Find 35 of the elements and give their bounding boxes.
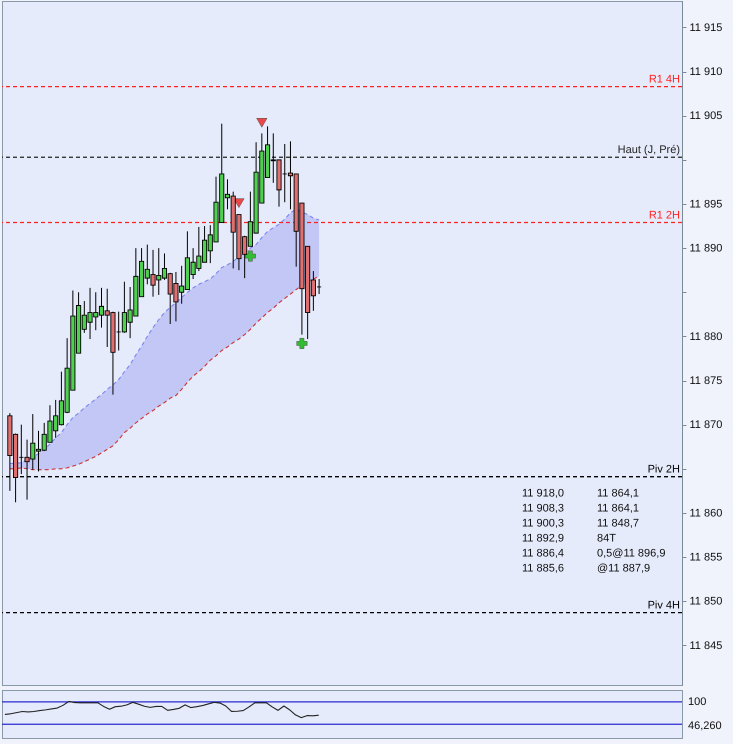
annotation: 11 886,4 bbox=[522, 547, 564, 560]
y-tick-label: 11 870 bbox=[690, 419, 722, 432]
annotation: 11 908,3 bbox=[522, 502, 564, 514]
annotation: 11 848,7 bbox=[597, 517, 640, 530]
annotation: 11 864,1 bbox=[597, 502, 640, 514]
ref-line-label: Piv 2H bbox=[648, 464, 680, 476]
y-tick-label: 11 890 bbox=[690, 242, 722, 255]
text: 46,260 bbox=[688, 720, 722, 732]
y-tick-label: 11 910 bbox=[690, 66, 722, 78]
y-tick-label: 11 905 bbox=[690, 110, 722, 122]
y-tick-label: 11 895 bbox=[690, 198, 722, 210]
y-tick-label: 11 850 bbox=[690, 596, 722, 608]
y-tick-label: 11 860 bbox=[690, 507, 722, 520]
y-tick-label: 11 915 bbox=[690, 22, 722, 34]
annotation: 0,5@11 896,9 bbox=[597, 547, 666, 560]
annotation: @11 887,9 bbox=[597, 562, 650, 574]
annotation: 11 918,0 bbox=[522, 487, 564, 500]
y-tick-label: 11 855 bbox=[690, 552, 722, 564]
y-tick-label: 11 845 bbox=[690, 640, 722, 652]
annotation: 11 864,1 bbox=[597, 487, 640, 500]
y-tick-label: 11 875 bbox=[690, 375, 722, 388]
line-series bbox=[9, 276, 320, 470]
annotation: 11 900,3 bbox=[522, 517, 564, 530]
annotation: 84T bbox=[597, 532, 616, 544]
point bbox=[296, 338, 308, 349]
ref-line-label: R1 2H bbox=[648, 210, 680, 222]
y-tick-label: 11 880 bbox=[690, 330, 722, 343]
annotation: 11 892,9 bbox=[522, 532, 564, 544]
point bbox=[256, 118, 268, 128]
annotation: 11 885,6 bbox=[522, 562, 564, 574]
point bbox=[244, 250, 256, 262]
text: 100 bbox=[688, 696, 706, 708]
ref-line-label: Piv 4H bbox=[648, 600, 680, 612]
ref-line-label: R1 4H bbox=[648, 74, 680, 86]
ref-line-label: Haut (J, Pré) bbox=[618, 144, 680, 156]
